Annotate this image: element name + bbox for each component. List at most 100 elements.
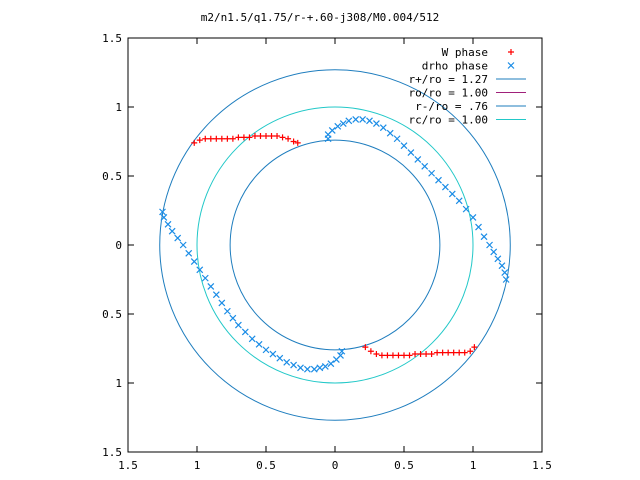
- drho-phase-point: [168, 227, 176, 235]
- w-phase-point: [378, 352, 385, 359]
- legend-circle-label: ro/ro = 1.00: [409, 87, 488, 100]
- circle-r-1-27: [159, 69, 511, 421]
- drho-phase-point: [490, 248, 498, 256]
- drho-phase-point: [501, 269, 509, 277]
- drho-phase-point: [201, 274, 209, 282]
- drho-phase-point: [321, 363, 329, 370]
- w-phase-point: [268, 132, 275, 139]
- x-tick-label: 0: [332, 459, 339, 472]
- drho-phase-point: [498, 262, 506, 270]
- drho-phase-point: [414, 156, 422, 163]
- w-phase-point: [235, 134, 242, 141]
- x-tick-label: 1: [470, 459, 477, 472]
- drho-phase-point: [218, 299, 226, 307]
- w-phase-point: [202, 135, 209, 142]
- drho-phase-point: [223, 307, 231, 315]
- drho-phase-point: [164, 220, 172, 228]
- drho-phase-point: [339, 120, 347, 127]
- w-phase-point: [384, 352, 391, 359]
- drho-phase-point: [276, 354, 284, 362]
- w-phase-point: [218, 135, 225, 142]
- w-phase-point: [389, 352, 396, 359]
- w-phase-point: [367, 348, 374, 355]
- w-phase-point: [274, 132, 281, 139]
- drho-phase-point: [486, 241, 493, 249]
- points-layer: [159, 115, 510, 373]
- drho-phase-point: [428, 169, 436, 177]
- w-phase-point: [445, 349, 452, 356]
- drho-phase-point: [407, 149, 415, 156]
- y-tick-label: 0.5: [102, 170, 122, 183]
- drho-phase-point: [455, 197, 463, 205]
- w-phase-point: [417, 351, 424, 358]
- w-phase-point: [456, 349, 463, 356]
- legend-circle-label: r-/ro = .76: [415, 100, 488, 113]
- drho-phase-point: [441, 183, 449, 191]
- w-phase-point: [401, 352, 407, 359]
- drho-phase-point: [435, 176, 442, 184]
- drho-phase-point: [469, 213, 477, 221]
- drho-phase-point: [316, 364, 324, 372]
- drho-phase-point: [283, 358, 291, 366]
- drho-phase-point: [269, 350, 277, 358]
- drho-phase-point: [234, 321, 242, 329]
- drho-phase-point: [462, 205, 470, 213]
- x-axis: 1.5 1 0.5 0 0.5 1 1.5: [118, 38, 552, 472]
- circle-r-0-76: [229, 139, 441, 351]
- y-tick-label: 0: [115, 239, 122, 252]
- y-tick-label: 1: [115, 101, 122, 114]
- drho-phase-point: [248, 335, 256, 343]
- w-phase-point: [229, 135, 236, 142]
- w-phase-point: [373, 351, 380, 358]
- w-phase-point: [471, 344, 478, 351]
- w-phase-point: [467, 348, 474, 355]
- w-phase-point: [406, 352, 413, 359]
- legend-series-marker: [508, 49, 514, 55]
- w-phase-point: [428, 351, 435, 358]
- drho-phase-point: [379, 124, 387, 132]
- w-phase-point: [224, 135, 231, 142]
- w-phase-point: [294, 139, 301, 146]
- drho-phase-point: [359, 115, 367, 123]
- drho-phase-point: [372, 120, 380, 127]
- drho-phase-point: [190, 258, 198, 265]
- w-phase-point: [191, 139, 198, 146]
- w-phase-point: [362, 344, 369, 351]
- drho-phase-point: [174, 234, 182, 242]
- drho-phase-point: [332, 356, 340, 363]
- drho-phase-point: [310, 365, 318, 373]
- w-phase-point: [196, 137, 203, 144]
- drho-phase-point: [386, 129, 394, 137]
- w-phase-point: [290, 138, 297, 145]
- x-tick-label: 0.5: [394, 459, 414, 472]
- w-phase-point: [285, 135, 292, 142]
- w-phase-point: [213, 135, 220, 142]
- x-tick-label: 1.5: [118, 459, 138, 472]
- drho-phase-point: [179, 241, 187, 249]
- drho-phase-point: [327, 360, 335, 368]
- y-axis: 1.5 1 0.5 0 0.5 1 1.5: [102, 32, 542, 459]
- drho-phase-point: [352, 115, 360, 123]
- w-phase-point: [461, 349, 468, 356]
- drho-phase-point: [255, 340, 263, 348]
- x-tick-label: 1: [194, 459, 201, 472]
- y-tick-label: 0.5: [102, 308, 122, 321]
- y-tick-label: 1.5: [102, 32, 122, 45]
- y-tick-label: 1.5: [102, 446, 122, 459]
- w-phase-point: [246, 134, 253, 141]
- w-phase-point: [251, 132, 258, 139]
- w-phase-point: [240, 134, 247, 141]
- drho-phase-point: [262, 346, 270, 354]
- w-phase-point: [434, 349, 441, 356]
- drho-phase-point: [185, 249, 193, 257]
- drho-phase-point: [297, 364, 304, 372]
- w-phase-point: [439, 349, 446, 356]
- drho-phase-point: [160, 213, 168, 221]
- drho-phase-point: [400, 142, 408, 150]
- drho-phase-point: [502, 276, 510, 283]
- drho-phase-point: [338, 347, 346, 355]
- w-phase-point: [207, 135, 214, 142]
